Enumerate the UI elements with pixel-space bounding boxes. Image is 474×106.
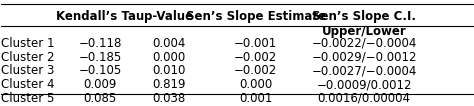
Text: 0.819: 0.819 [152,78,185,91]
Text: Sen’s Slope C.I.
Upper/Lower: Sen’s Slope C.I. Upper/Lower [312,10,416,38]
Text: −0.0022/−0.0004: −0.0022/−0.0004 [311,37,417,50]
Text: −0.001: −0.001 [234,37,277,50]
Text: 0.009: 0.009 [83,78,117,91]
Text: 0.038: 0.038 [152,92,185,105]
Text: −0.105: −0.105 [79,64,122,77]
Text: Kendall’s Tau: Kendall’s Tau [56,10,145,23]
Text: −0.002: −0.002 [234,64,277,77]
Text: Cluster 3: Cluster 3 [1,64,55,77]
Text: Cluster 1: Cluster 1 [1,37,55,50]
Text: 0.000: 0.000 [152,51,185,64]
Text: 0.000: 0.000 [239,78,273,91]
Text: −0.0009/0.0012: −0.0009/0.0012 [317,78,412,91]
Text: 0.001: 0.001 [239,92,273,105]
Text: −0.0027/−0.0004: −0.0027/−0.0004 [311,64,417,77]
Text: −0.0029/−0.0012: −0.0029/−0.0012 [311,51,417,64]
Text: 0.004: 0.004 [152,37,185,50]
Text: Sen’s Slope Estimate: Sen’s Slope Estimate [186,10,326,23]
Text: 0.010: 0.010 [152,64,185,77]
Text: Cluster 4: Cluster 4 [1,78,55,91]
Text: −0.002: −0.002 [234,51,277,64]
Text: 0.085: 0.085 [84,92,117,105]
Text: −0.185: −0.185 [79,51,122,64]
Text: −0.118: −0.118 [79,37,122,50]
Text: 0.0016/0.00004: 0.0016/0.00004 [318,92,411,105]
Text: p-Value: p-Value [144,10,193,23]
Text: Cluster 5: Cluster 5 [1,92,55,105]
Text: Cluster 2: Cluster 2 [1,51,55,64]
